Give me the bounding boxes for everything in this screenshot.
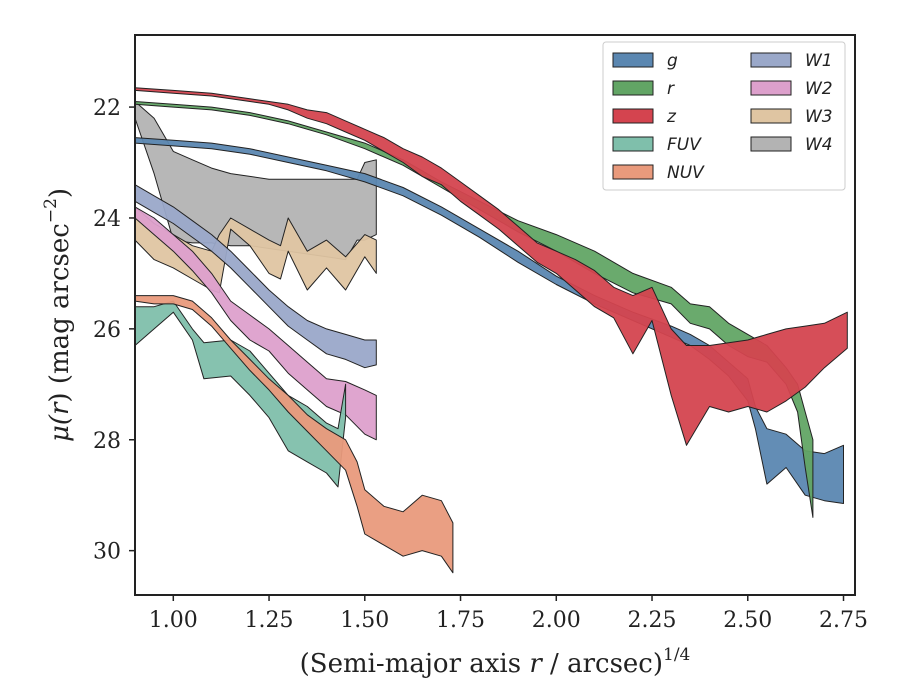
legend-label-z: z: [666, 107, 677, 127]
band-NUV: [134, 295, 454, 574]
x-tick-label: 1.50: [340, 608, 389, 633]
legend: grz FUV NUV W1 W2 W3 W4: [602, 41, 846, 191]
y-tick-label: 26: [93, 318, 121, 343]
x-tick-label: 2.00: [532, 608, 581, 633]
band-W1: [134, 184, 377, 369]
legend-label-g: g: [667, 51, 678, 71]
x-tick-label: 1.25: [245, 608, 294, 633]
legend-swatch-W4: [750, 136, 792, 152]
plot-frame: [134, 34, 856, 596]
x-tick-label: 2.75: [819, 608, 868, 633]
y-tick-label: 24: [93, 207, 121, 232]
y-tick-label: 30: [93, 540, 121, 565]
x-tick-label: 2.25: [628, 608, 677, 633]
axes: 1.00 1.25 1.50 1.75 2.00 2.25 2.50 2.75 22 24 26 28…: [93, 96, 868, 633]
legend-label-r: r: [667, 79, 675, 99]
band-FUV: [134, 300, 347, 488]
legend-label-NUV: NUV: [667, 163, 705, 183]
y-axis-label: μ(r) (mag arcsec−2): [41, 188, 75, 442]
legend-swatch-W1: [750, 52, 792, 68]
y-tick-label: 22: [93, 96, 121, 121]
band-g: [134, 137, 844, 504]
legend-label-W2: W2: [805, 79, 833, 99]
legend-box: [602, 41, 846, 191]
legend-label-FUV: FUV: [667, 135, 702, 155]
legend-swatch-FUV: [612, 136, 654, 152]
x-tick-label: 1.00: [149, 608, 198, 633]
band-W2: [134, 206, 377, 441]
legend-swatch-W3: [750, 108, 792, 124]
legend-swatch-NUV: [612, 164, 654, 180]
legend-label-W3: W3: [805, 107, 833, 127]
x-axis-label: (Semi-major axis r / arcsec)1/4: [300, 645, 691, 679]
legend-swatch-r: [612, 80, 654, 96]
legend-swatch-W2: [750, 80, 792, 96]
x-tick-label: 1.75: [436, 608, 485, 633]
legend-label-W4: W4: [805, 135, 833, 155]
y-tick-label: 28: [93, 429, 121, 454]
band-z: [134, 87, 848, 446]
x-tick-label: 2.50: [723, 608, 772, 633]
legend-swatch-z: [612, 108, 654, 124]
series-bands: [134, 87, 848, 574]
legend-label-W1: W1: [805, 51, 833, 71]
legend-swatch-g: [612, 52, 654, 68]
